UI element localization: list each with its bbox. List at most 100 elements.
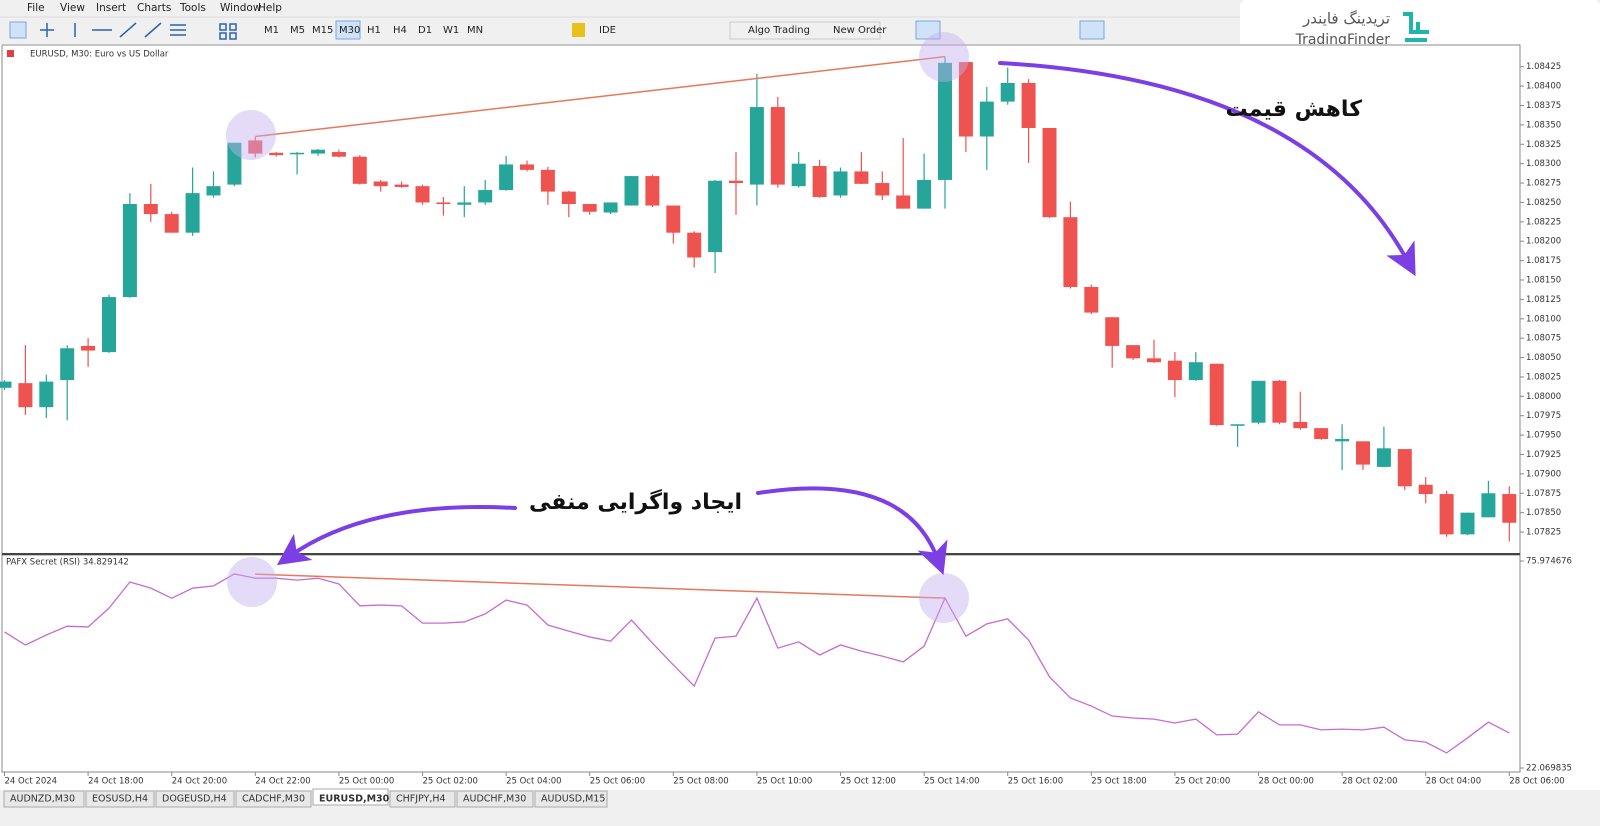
candle-body (1356, 441, 1370, 465)
tab-label: EURUSD,M30 (319, 794, 390, 805)
tab[interactable] (235, 790, 312, 808)
candle-body (708, 180, 723, 253)
x-tick-label: 28 Oct 04:00 (1426, 777, 1481, 787)
icon[interactable] (572, 23, 585, 37)
rsi-line (4, 573, 1510, 754)
y-tick-label: 1.08000 (1526, 392, 1561, 402)
timeframe[interactable]: W1 (443, 25, 459, 36)
x-tick-label: 25 Oct 06:00 (590, 777, 645, 787)
plot: 1.08425 1.08400 1.08375 1.08350 1.08325 1.083… (0, 55, 1572, 787)
logo-fa: تریدینگ فایندر (1302, 10, 1390, 28)
candle-body (457, 202, 472, 205)
candle-body (478, 190, 493, 203)
y-tick-label: 1.08050 (1526, 353, 1561, 363)
price-title: EURUSD, M30: Euro vs US Dollar (30, 50, 169, 60)
candle-body (979, 101, 994, 137)
x-tick-label: 28 Oct 06:00 (1509, 777, 1564, 787)
candle-body (833, 171, 848, 196)
y-tick-label: 1.07975 (1526, 411, 1561, 421)
tab[interactable] (534, 790, 608, 808)
x-tick-label: 25 Oct 02:00 (423, 777, 478, 787)
candle-body (1230, 424, 1245, 426)
x-tick-label: 25 Oct 08:00 (673, 777, 728, 787)
flag (7, 50, 14, 57)
annotation: کاهش قیمت (1226, 97, 1363, 122)
timeframe[interactable]: M5 (290, 25, 305, 36)
tab[interactable] (155, 790, 235, 808)
x-tick-label: 28 Oct 02:00 (1342, 777, 1397, 787)
candle-body (1439, 494, 1454, 535)
timeframe[interactable]: H4 (393, 25, 407, 36)
candle-body (18, 383, 33, 408)
candle-body (102, 297, 116, 353)
algo-button[interactable]: Algo Trading (748, 25, 810, 36)
y-tick-label: 1.08150 (1526, 275, 1561, 285)
autoscroll[interactable] (1079, 20, 1105, 40)
x-tick-label: 25 Oct 14:00 (924, 777, 979, 787)
candle-body (1000, 83, 1015, 102)
timeframe[interactable]: M30 (339, 25, 360, 36)
menu-item[interactable]: Help (258, 2, 282, 14)
tab[interactable] (85, 790, 155, 808)
candle-body (875, 183, 890, 196)
y-tick-label: 1.08400 (1526, 82, 1561, 92)
candle-body (1063, 217, 1078, 287)
candle-body (81, 345, 96, 351)
tab[interactable] (312, 788, 389, 806)
menu-item[interactable]: Window (220, 2, 262, 14)
y-tick-label: 1.08300 (1526, 159, 1561, 169)
menu-item[interactable]: Tools (179, 2, 206, 14)
tab[interactable] (389, 790, 456, 808)
candle-body (1293, 421, 1308, 429)
timeframe[interactable]: MN (467, 25, 483, 36)
highlights (226, 32, 969, 623)
menu-item[interactable]: View (60, 2, 85, 14)
y-tick-label: 1.08250 (1526, 198, 1561, 208)
candle-body (290, 152, 305, 155)
candle-body (729, 180, 743, 184)
candle-body (311, 149, 325, 154)
timeframe[interactable]: M15 (312, 25, 333, 36)
candle-body (520, 164, 534, 170)
candle-body (791, 163, 806, 187)
cursor-tool[interactable] (9, 21, 27, 39)
x-tick-label: 24 Oct 22:00 (255, 777, 310, 787)
candle-body (1376, 448, 1391, 467)
candle-body (1126, 345, 1141, 359)
candle-body (1042, 127, 1057, 218)
candle-mode[interactable] (915, 20, 941, 40)
candle-body (143, 203, 158, 215)
candle-body (0, 381, 12, 388)
timeframe[interactable]: M1 (264, 25, 279, 36)
menu-item[interactable]: File (27, 2, 45, 14)
ide-button[interactable]: IDE (599, 25, 616, 36)
candle-body (436, 202, 451, 204)
candle-body (687, 232, 702, 258)
order-button[interactable]: New Order (833, 25, 887, 36)
candle-body (1397, 449, 1412, 487)
tab-label: AUDCHF,M30 (463, 794, 526, 805)
timeframe[interactable]: H1 (367, 25, 381, 36)
candle-body (1105, 317, 1120, 346)
y-tick-label: 1.08425 (1526, 62, 1561, 72)
tab[interactable] (3, 790, 85, 808)
y-tick-label: 22.069835 (1526, 764, 1572, 774)
y-tick-label: 1.07950 (1526, 431, 1561, 441)
x-tick-label: 25 Oct 12:00 (841, 777, 896, 787)
menu-item[interactable]: Insert (96, 2, 126, 14)
arrow (998, 61, 1416, 277)
candle-body (1021, 83, 1036, 128)
menu-item[interactable]: Charts (137, 2, 171, 14)
timeframe[interactable]: D1 (418, 25, 432, 36)
divergence-line (255, 573, 946, 599)
x-tick-label: 24 Oct 18:00 (88, 777, 143, 787)
y-tick-label: 1.08275 (1526, 179, 1561, 189)
candle-body (896, 195, 911, 209)
candle-body (917, 179, 932, 209)
y-tick-label: 1.08100 (1526, 314, 1561, 324)
x-tick-label: 25 Oct 16:00 (1008, 777, 1063, 787)
draw-tools[interactable] (40, 22, 237, 40)
tab[interactable] (456, 790, 534, 808)
